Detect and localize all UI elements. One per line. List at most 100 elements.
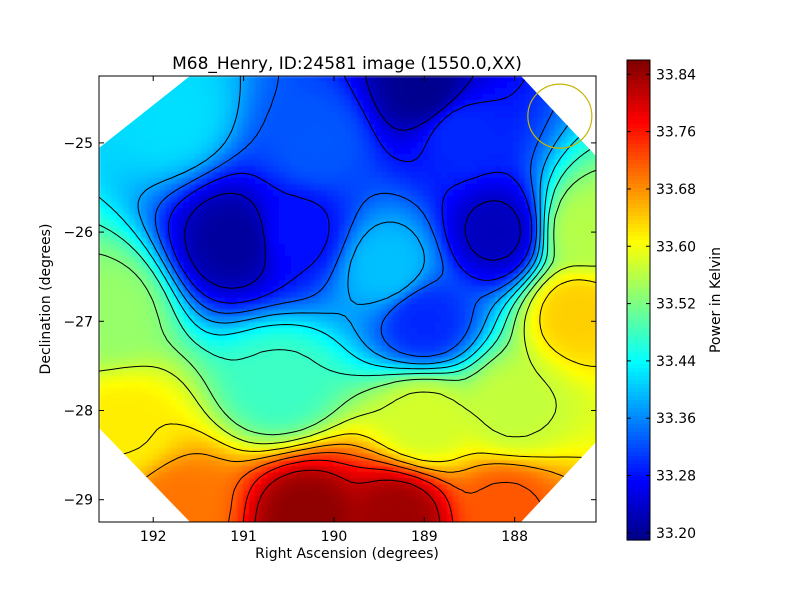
heatmap-cell (483, 268, 490, 275)
heatmap-cell (117, 334, 124, 341)
heatmap-cell (339, 268, 346, 275)
heatmap-cell (129, 130, 136, 137)
heatmap-cell (261, 130, 268, 137)
heatmap-cell (111, 334, 118, 341)
heatmap-cell (381, 196, 388, 203)
heatmap-cell (255, 202, 262, 209)
heatmap-cell (183, 238, 190, 245)
heatmap-cell (465, 232, 472, 239)
heatmap-cell (105, 160, 112, 167)
heatmap-cell (99, 334, 106, 341)
heatmap-cell (537, 400, 544, 407)
heatmap-cell (159, 322, 166, 329)
heatmap-cell (141, 406, 148, 413)
heatmap-cell (393, 304, 400, 311)
heatmap-cell (525, 226, 532, 233)
heatmap-cell (423, 76, 430, 83)
heatmap-cell (201, 394, 208, 401)
heatmap-cell (267, 82, 274, 89)
heatmap-cell (237, 262, 244, 269)
heatmap-cell (267, 88, 274, 95)
heatmap-cell (105, 424, 112, 431)
heatmap-cell (219, 160, 226, 167)
heatmap-cell (171, 232, 178, 239)
heatmap-cell (543, 370, 550, 377)
heatmap-cell (255, 136, 262, 143)
heatmap-cell (225, 370, 232, 377)
heatmap-cell (291, 148, 298, 155)
heatmap-cell (339, 214, 346, 221)
heatmap-cell (555, 208, 562, 215)
heatmap-cell (309, 106, 316, 113)
heatmap-cell (153, 436, 160, 443)
heatmap-cell (423, 238, 430, 245)
heatmap-cell (399, 430, 406, 437)
heatmap-cell (525, 136, 532, 143)
heatmap-cell (483, 178, 490, 185)
heatmap-cell (243, 412, 250, 419)
heatmap-cell (345, 172, 352, 179)
heatmap-cell (501, 370, 508, 377)
heatmap-cell (471, 160, 478, 167)
heatmap-cell (99, 310, 106, 317)
heatmap-cell (549, 172, 556, 179)
heatmap-cell (279, 106, 286, 113)
heatmap-cell (411, 166, 418, 173)
heatmap-cell (393, 226, 400, 233)
heatmap-cell (567, 346, 574, 353)
heatmap-cell (105, 184, 112, 191)
heatmap-cell (591, 202, 596, 209)
heatmap-cell (267, 328, 274, 335)
heatmap-cell (231, 280, 238, 287)
heatmap-cell (405, 148, 412, 155)
heatmap-cell (171, 430, 178, 437)
heatmap-cell (177, 250, 184, 257)
heatmap-cell (165, 340, 172, 347)
heatmap-cell (363, 364, 370, 371)
heatmap-cell (513, 160, 520, 167)
heatmap-cell (99, 238, 106, 245)
heatmap-cell (177, 82, 184, 89)
heatmap-cell (297, 412, 304, 419)
heatmap-cell (195, 292, 202, 299)
heatmap-cell (333, 82, 340, 89)
heatmap-cell (201, 298, 208, 305)
heatmap-cell (147, 382, 154, 389)
heatmap-cell (213, 316, 220, 323)
heatmap-cell (483, 352, 490, 359)
heatmap-cell (423, 328, 430, 335)
heatmap-cell (483, 238, 490, 245)
heatmap-cell (321, 352, 328, 359)
heatmap-cell (393, 376, 400, 383)
heatmap-cell (321, 322, 328, 329)
heatmap-cell (417, 82, 424, 89)
heatmap-cell (417, 208, 424, 215)
heatmap-cell (303, 130, 310, 137)
heatmap-cell (471, 76, 478, 83)
heatmap-cell (183, 208, 190, 215)
heatmap-cell (441, 136, 448, 143)
heatmap-cell (105, 328, 112, 335)
heatmap-cell (387, 178, 394, 185)
heatmap-cell (393, 262, 400, 269)
heatmap-cell (171, 184, 178, 191)
heatmap-cell (531, 166, 538, 173)
heatmap-cell (459, 292, 466, 299)
heatmap-cell (243, 88, 250, 95)
heatmap-cell (201, 424, 208, 431)
heatmap-cell (447, 172, 454, 179)
heatmap-cell (549, 400, 556, 407)
heatmap-cell (399, 118, 406, 125)
heatmap-cell (333, 100, 340, 107)
heatmap-cell (567, 244, 574, 251)
heatmap-cell (141, 136, 148, 143)
heatmap-cell (321, 262, 328, 269)
heatmap-cell (129, 424, 136, 431)
heatmap-cell (195, 214, 202, 221)
heatmap-cell (369, 388, 376, 395)
heatmap-cell (555, 244, 562, 251)
heatmap-cell (459, 172, 466, 179)
heatmap-cell (453, 418, 460, 425)
heatmap-cell (423, 406, 430, 413)
heatmap-cell (165, 208, 172, 215)
